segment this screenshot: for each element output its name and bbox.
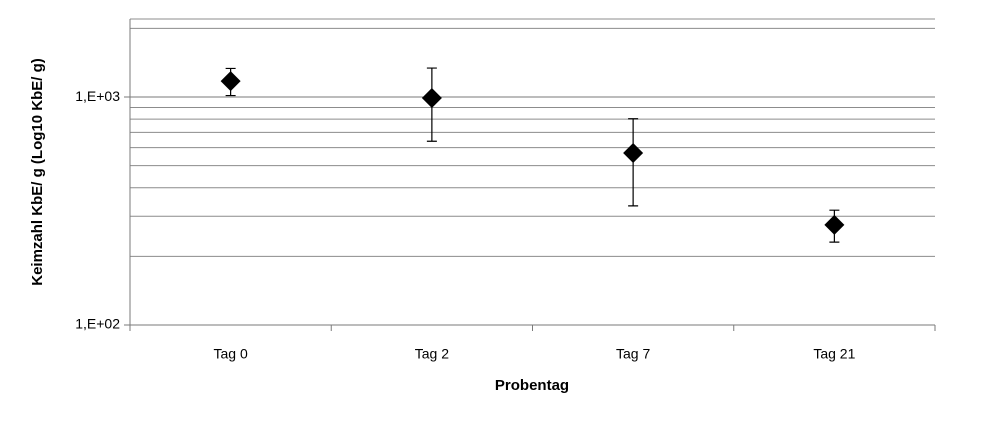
x-tick-label: Tag 21 (813, 346, 855, 362)
marker (421, 88, 442, 109)
marker (220, 71, 241, 92)
marker (824, 214, 845, 235)
y-tick-label: 1,E+03 (75, 88, 120, 104)
y-axis-title: Keimzahl KbE/ g (Log10 KbE/ g) (29, 58, 46, 286)
y-tick-label: 1,E+02 (75, 316, 120, 332)
x-tick-label: Tag 2 (415, 346, 449, 362)
x-axis-title: Probentag (495, 377, 569, 394)
x-tick-label: Tag 0 (214, 346, 248, 362)
marker (623, 143, 644, 164)
x-tick-label: Tag 7 (616, 346, 650, 362)
